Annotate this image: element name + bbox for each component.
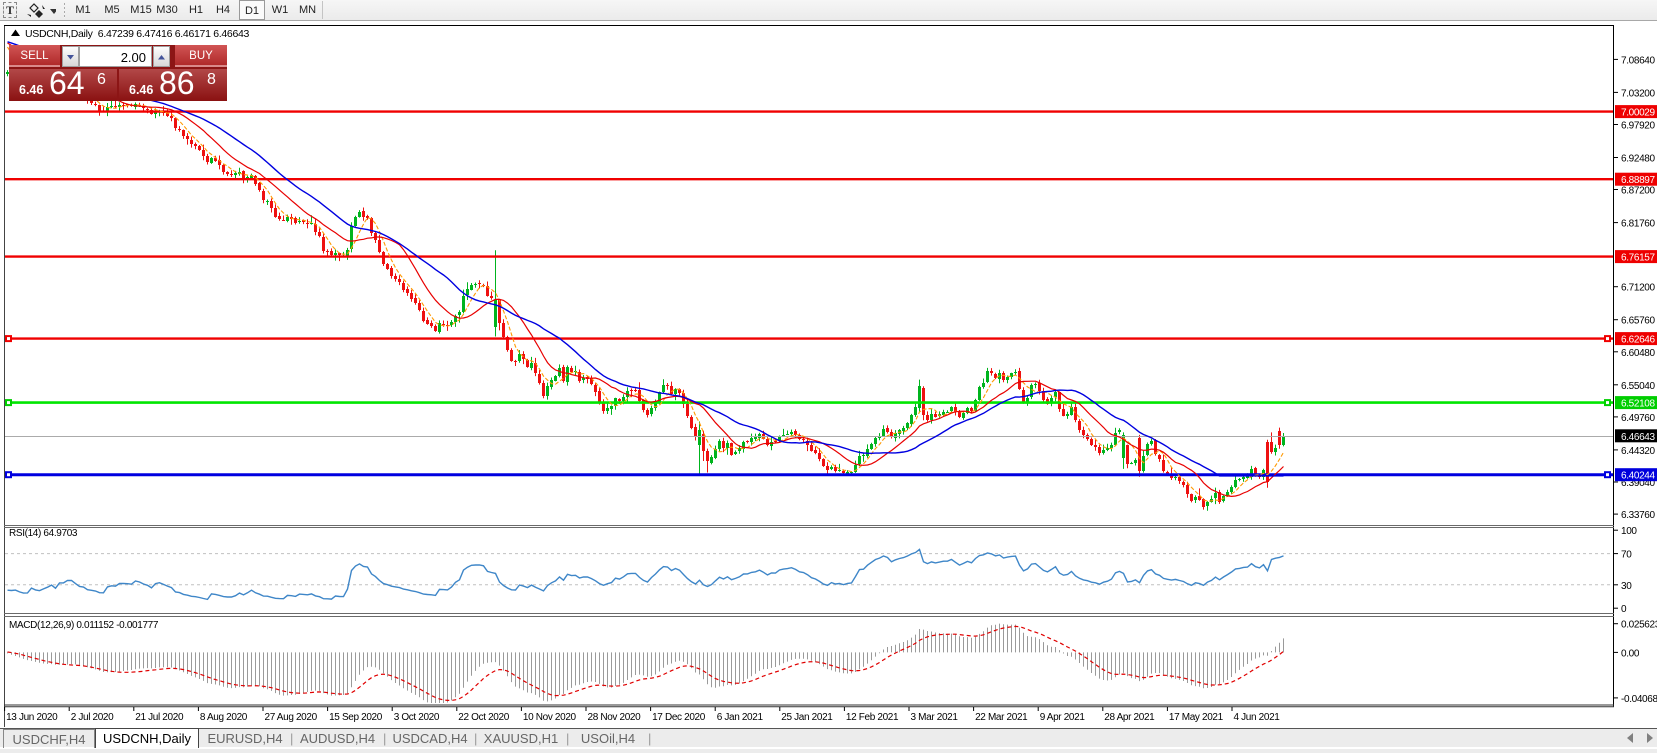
svg-text:7.00029: 7.00029 xyxy=(1621,108,1655,119)
svg-text:3 Mar 2021: 3 Mar 2021 xyxy=(911,712,959,723)
svg-text:USDCNH,Daily 6.47239 6.47416: USDCNH,Daily 6.47239 6.47416 6.46171 6.4… xyxy=(25,28,250,40)
svg-text:17 May 2021: 17 May 2021 xyxy=(1169,712,1224,723)
svg-text:RSI(14) 64.9703: RSI(14) 64.9703 xyxy=(9,528,78,539)
svg-text:13 Jun 2020: 13 Jun 2020 xyxy=(6,712,58,723)
svg-text:6.92480: 6.92480 xyxy=(1621,154,1655,165)
svg-text:28 Apr 2021: 28 Apr 2021 xyxy=(1104,712,1155,723)
svg-text:6.39040: 6.39040 xyxy=(1621,478,1655,489)
svg-text:6.65760: 6.65760 xyxy=(1621,316,1655,327)
svg-text:6.55040: 6.55040 xyxy=(1621,381,1655,392)
svg-text:3 Oct 2020: 3 Oct 2020 xyxy=(394,712,440,723)
svg-text:22 Mar 2021: 22 Mar 2021 xyxy=(975,712,1028,723)
svg-text:6.88897: 6.88897 xyxy=(1621,175,1655,186)
svg-text:30: 30 xyxy=(1621,581,1632,592)
svg-text:22 Oct 2020: 22 Oct 2020 xyxy=(458,712,509,723)
svg-text:6.33760: 6.33760 xyxy=(1621,510,1655,521)
svg-text:4 Jun 2021: 4 Jun 2021 xyxy=(1234,712,1281,723)
svg-text:27 Aug 2020: 27 Aug 2020 xyxy=(265,712,318,723)
svg-text:6 Jan 2021: 6 Jan 2021 xyxy=(717,712,764,723)
svg-text:17 Dec 2020: 17 Dec 2020 xyxy=(652,712,706,723)
svg-text:6.97920: 6.97920 xyxy=(1621,121,1655,132)
svg-text:0.00: 0.00 xyxy=(1621,648,1640,659)
svg-text:6.44320: 6.44320 xyxy=(1621,446,1655,457)
svg-text:6.52108: 6.52108 xyxy=(1621,399,1655,410)
svg-text:25 Jan 2021: 25 Jan 2021 xyxy=(781,712,833,723)
svg-text:-0.040687: -0.040687 xyxy=(1621,694,1657,705)
svg-text:12 Feb 2021: 12 Feb 2021 xyxy=(846,712,899,723)
svg-text:6.62646: 6.62646 xyxy=(1621,335,1655,346)
svg-text:8 Aug 2020: 8 Aug 2020 xyxy=(200,712,248,723)
svg-text:6.87200: 6.87200 xyxy=(1621,186,1655,197)
svg-text:15 Sep 2020: 15 Sep 2020 xyxy=(329,712,383,723)
svg-text:2 Jul 2020: 2 Jul 2020 xyxy=(71,712,114,723)
svg-text:6.46643: 6.46643 xyxy=(1621,432,1655,443)
svg-text:6.76157: 6.76157 xyxy=(1621,253,1655,264)
svg-text:6.60480: 6.60480 xyxy=(1621,348,1655,359)
svg-text:70: 70 xyxy=(1621,550,1632,561)
svg-text:0: 0 xyxy=(1621,604,1627,615)
svg-text:6.81760: 6.81760 xyxy=(1621,219,1655,230)
svg-text:0.025623: 0.025623 xyxy=(1621,620,1657,631)
svg-text:7.03200: 7.03200 xyxy=(1621,88,1655,99)
svg-text:9 Apr 2021: 9 Apr 2021 xyxy=(1040,712,1086,723)
svg-text:7.08640: 7.08640 xyxy=(1621,55,1655,66)
svg-text:6.40244: 6.40244 xyxy=(1621,471,1655,482)
svg-text:10 Nov 2020: 10 Nov 2020 xyxy=(523,712,577,723)
svg-text:28 Nov 2020: 28 Nov 2020 xyxy=(588,712,642,723)
svg-text:MACD(12,26,9) 0.011152 -0.0017: MACD(12,26,9) 0.011152 -0.001777 xyxy=(9,620,159,631)
svg-text:6.71200: 6.71200 xyxy=(1621,283,1655,294)
svg-text:100: 100 xyxy=(1621,526,1637,537)
svg-text:6.49760: 6.49760 xyxy=(1621,413,1655,424)
svg-text:21 Jul 2020: 21 Jul 2020 xyxy=(135,712,184,723)
